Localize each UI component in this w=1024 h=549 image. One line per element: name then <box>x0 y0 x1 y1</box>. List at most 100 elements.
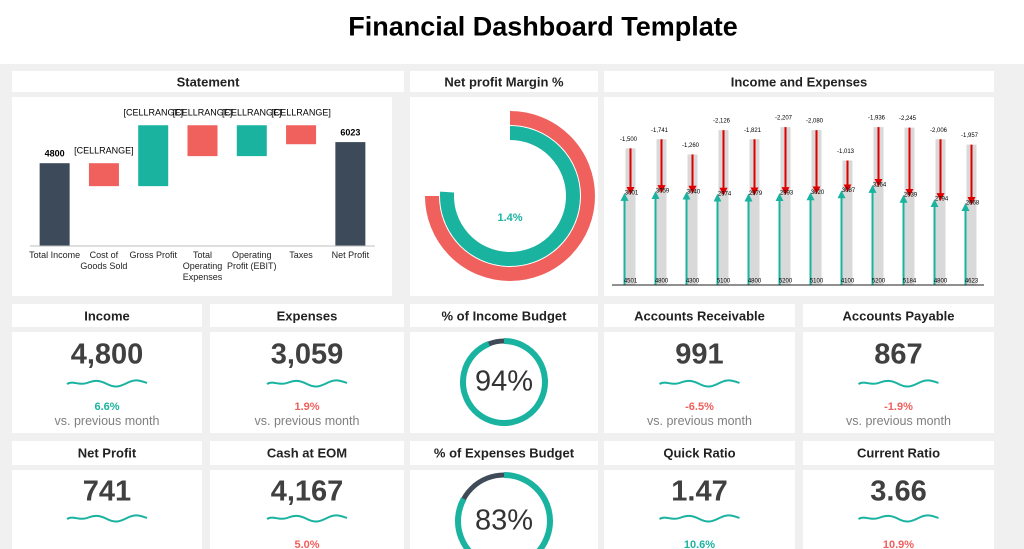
income-bar <box>656 139 667 285</box>
profit-label: 3020 <box>811 190 825 196</box>
income-label: 4100 <box>841 279 855 285</box>
panel <box>210 332 404 433</box>
panel <box>803 470 994 549</box>
waterfall-bar <box>335 142 366 246</box>
income-bar <box>625 148 636 285</box>
tile-title: Accounts Payable <box>842 308 955 323</box>
panel <box>410 304 598 327</box>
tile-title: % of Income Budget <box>441 308 567 323</box>
kpi-change: 5.0% <box>294 539 320 549</box>
sparkline <box>658 514 740 523</box>
kpi-change: 1.9% <box>294 401 320 413</box>
income-bar <box>749 139 760 285</box>
data-label: [CELLRANGE] <box>74 146 134 156</box>
profit-label: 3264 <box>873 182 887 188</box>
expense-label: -1,013 <box>837 149 855 155</box>
expense-label: -1,957 <box>961 133 979 139</box>
panel <box>12 332 202 433</box>
expense-label: -1,260 <box>682 143 700 149</box>
kpi-value: 4,800 <box>70 338 144 371</box>
kpi-value: 1.47 <box>671 475 728 508</box>
tile-title: Current Ratio <box>856 445 941 461</box>
expense-label: -2,006 <box>930 128 948 134</box>
waterfall-bar <box>286 125 317 145</box>
profit-label: 2993 <box>780 191 794 197</box>
data-label: 4800 <box>45 149 65 159</box>
panel-title: Income and Expenses <box>730 74 868 90</box>
expense-label: -2,080 <box>806 119 824 125</box>
income-bar <box>935 139 946 285</box>
x-tick-label: Taxes <box>289 250 313 260</box>
waterfall-bar <box>39 163 70 246</box>
kpi-change: 10.6% <box>683 539 716 549</box>
income-label: 4623 <box>965 279 979 285</box>
kpi-value: 741 <box>82 475 132 508</box>
x-tick-label: Gross Profit <box>129 250 177 260</box>
profit-label: 2974 <box>718 191 732 197</box>
data-label: [CELLRANGE] <box>173 108 233 118</box>
panel-title: Statement <box>176 74 240 90</box>
data-label: [CELLRANGE] <box>123 108 183 118</box>
ring-arc <box>460 338 548 426</box>
kpi-value: 3,059 <box>270 338 344 371</box>
ring-value: 94% <box>474 365 534 398</box>
kpi-value: 991 <box>675 338 724 371</box>
expense-label: -1,500 <box>620 137 638 143</box>
kpi-value: 3.66 <box>870 475 927 508</box>
panel <box>604 71 994 92</box>
expense-label: -2,207 <box>775 116 793 122</box>
panel <box>12 71 404 92</box>
x-tick-label: Cost of Goods Sold <box>80 250 128 271</box>
waterfall-bar <box>187 125 218 157</box>
x-tick-label: Total Income <box>29 250 81 260</box>
waterfall-bar <box>138 125 169 187</box>
income-label: 4300 <box>686 279 700 285</box>
tile-title: Cash at EOM <box>266 445 348 461</box>
kpi-note: vs. previous month <box>254 414 360 428</box>
income-bar <box>966 144 977 285</box>
panel <box>604 304 795 327</box>
profit-label: 3059 <box>656 189 670 195</box>
income-label: 4501 <box>624 279 638 285</box>
profit-label: 2979 <box>749 191 763 197</box>
income-label: 5200 <box>872 279 886 285</box>
sparkline <box>658 379 740 388</box>
income-bar <box>780 127 791 285</box>
income-label: 5200 <box>779 279 793 285</box>
data-label: [CELLRANGE] <box>271 108 331 118</box>
panel <box>12 470 202 549</box>
tile-title: Quick Ratio <box>663 445 736 461</box>
panel <box>604 470 795 549</box>
data-label: 6023 <box>340 127 360 137</box>
profit-label: 2794 <box>935 197 949 203</box>
tile-title: % of Expenses Budget <box>433 445 575 461</box>
income-bar <box>687 154 698 285</box>
sparkline <box>266 379 348 388</box>
waterfall-bar <box>88 163 119 187</box>
tile-title: Accounts Receivable <box>634 308 765 323</box>
expense-label: -1,821 <box>744 128 762 134</box>
panel <box>12 441 202 465</box>
kpi-change: -1.9% <box>884 401 913 413</box>
x-tick-label: Net Profit <box>331 250 370 260</box>
panel <box>803 304 994 327</box>
donut-arc <box>440 126 580 266</box>
profit-label: 2939 <box>904 192 918 198</box>
panel <box>604 97 994 296</box>
income-label: 5184 <box>903 279 917 285</box>
tile-title: Expenses <box>276 308 338 323</box>
profit-label: 3040 <box>687 189 701 195</box>
kpi-change: 10.9% <box>882 539 915 549</box>
expense-label: -1,936 <box>868 116 886 122</box>
profit-label: 3087 <box>842 188 856 194</box>
income-bar <box>842 160 853 285</box>
data-label: [CELLRANGE] <box>222 108 282 118</box>
income-label: 5100 <box>717 279 731 285</box>
panel <box>410 332 598 433</box>
x-tick-label: Total Operating Expenses <box>182 250 223 282</box>
sparkline <box>66 379 148 388</box>
kpi-note: vs. previous month <box>846 414 951 428</box>
kpi-note: vs. previous month <box>647 414 752 428</box>
tile-title: Net Profit <box>77 445 137 461</box>
